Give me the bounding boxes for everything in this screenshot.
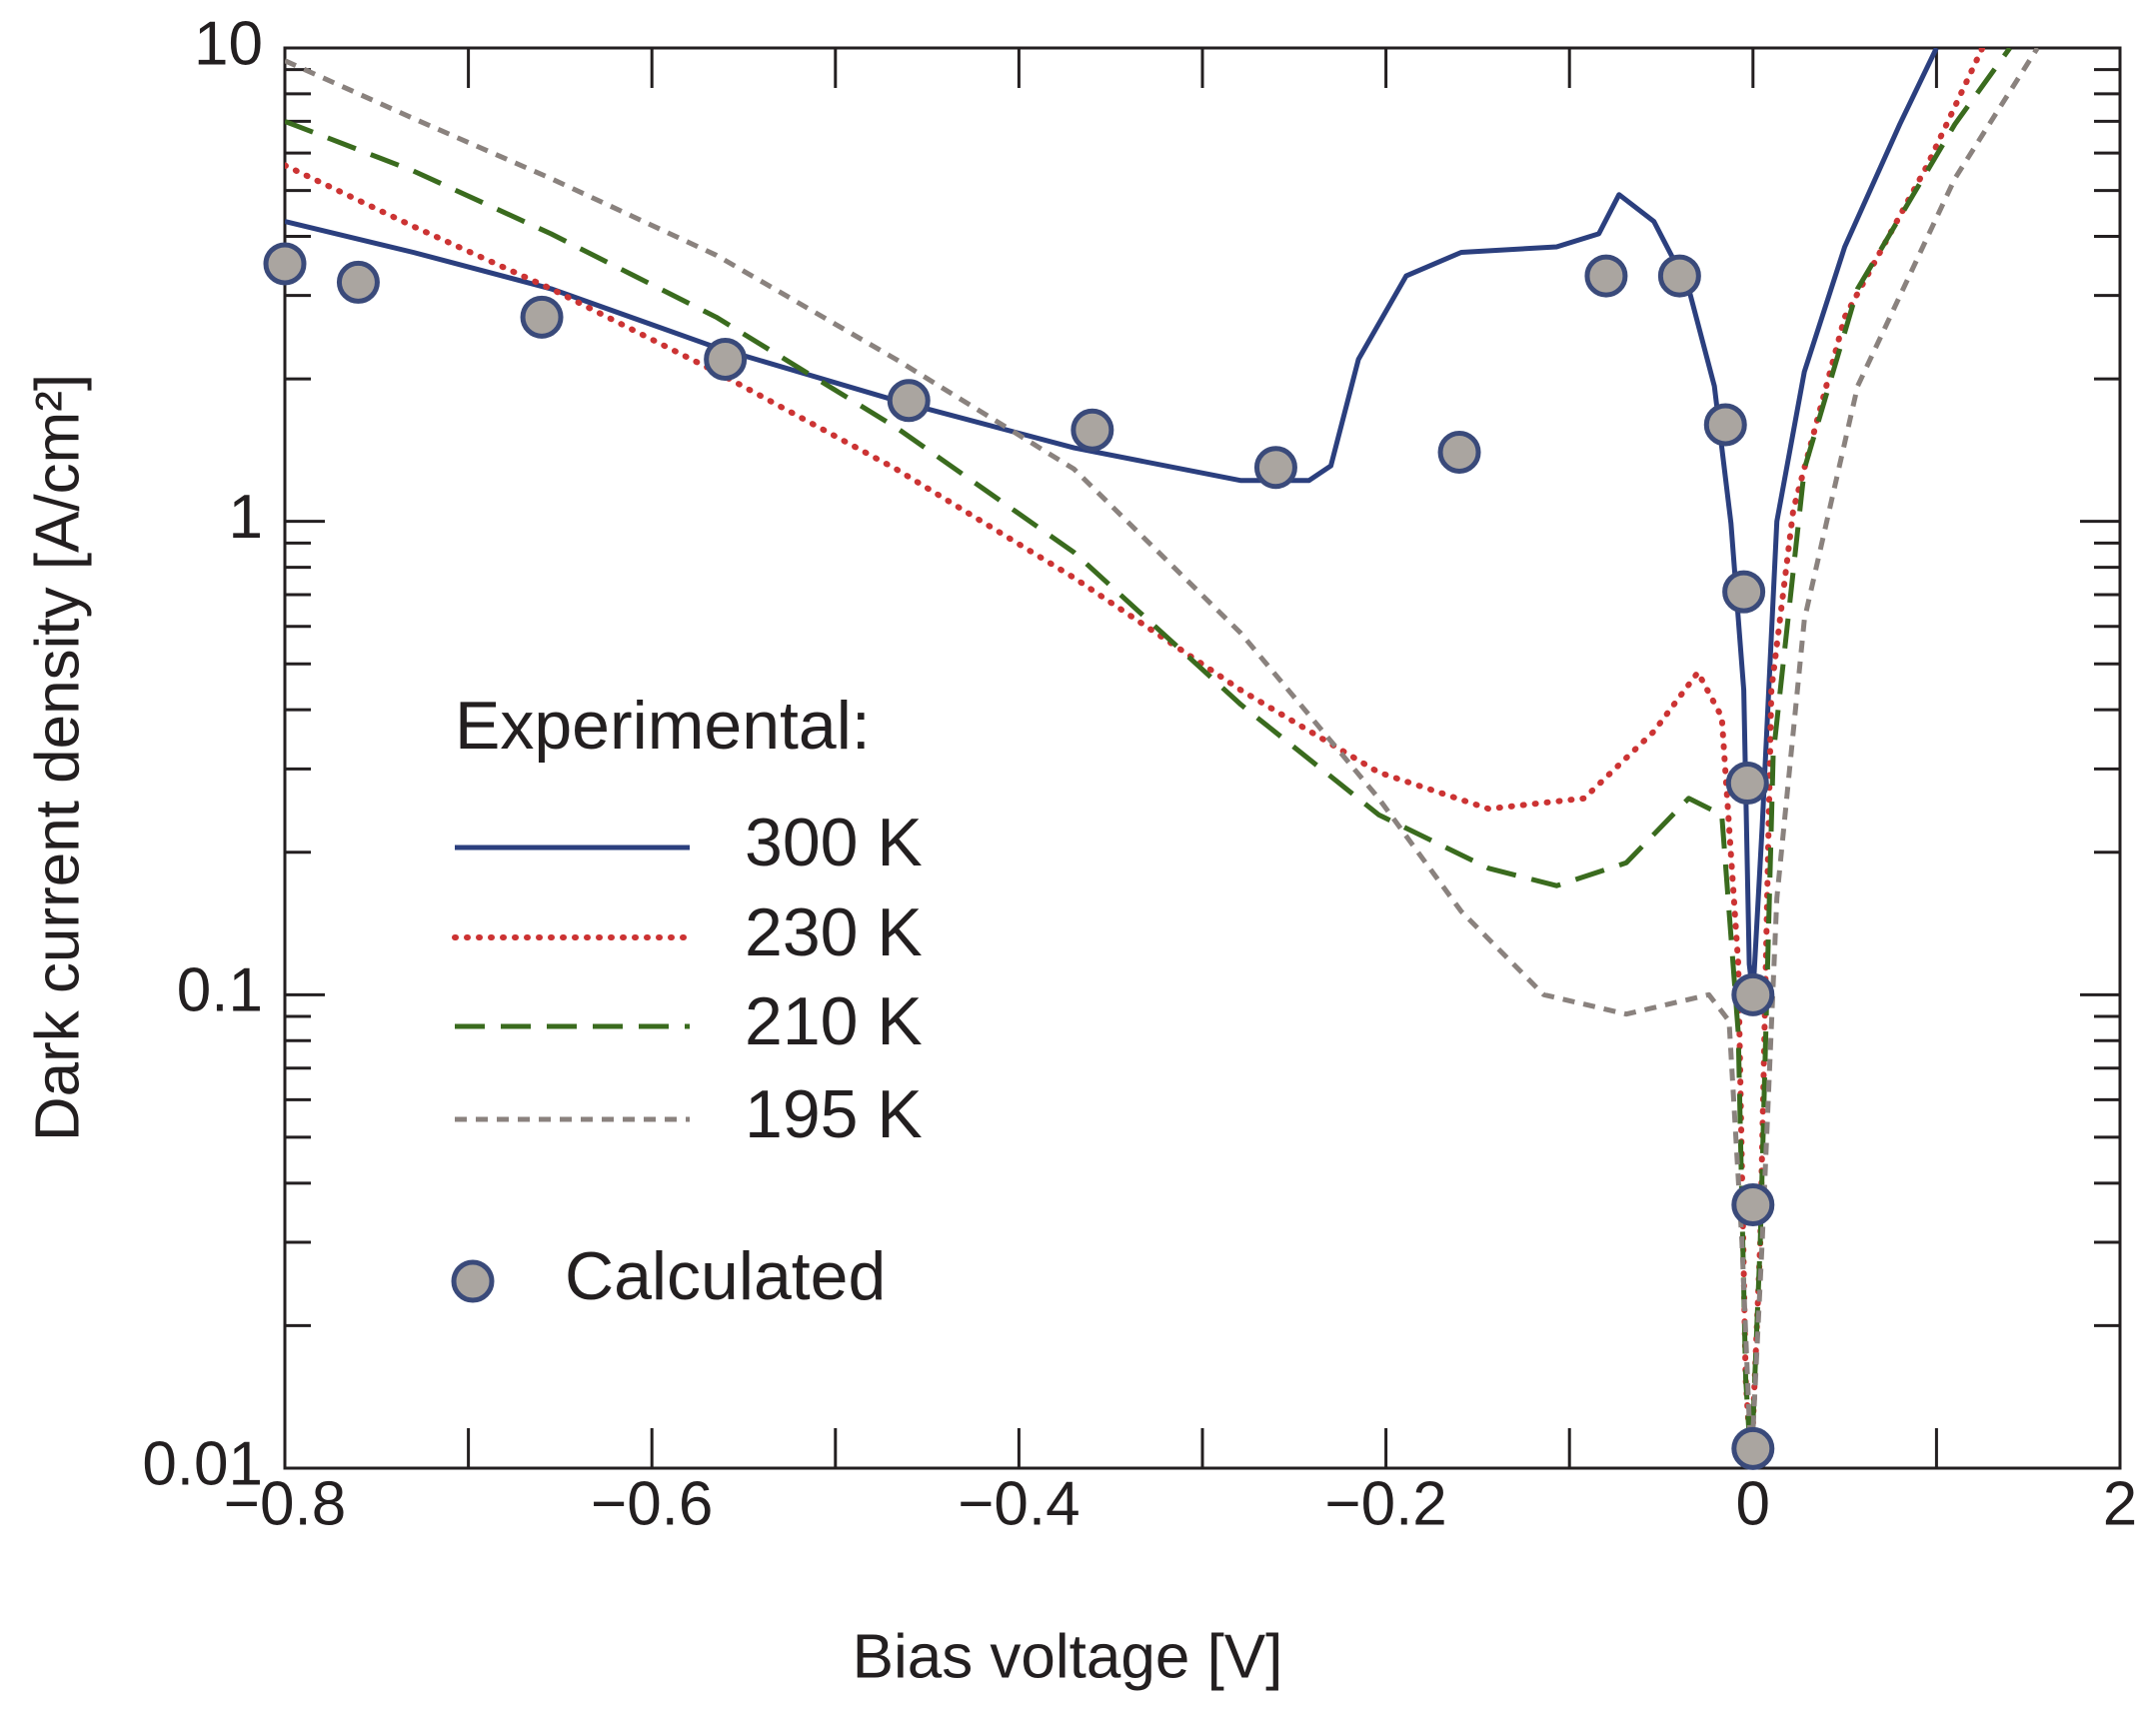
x-tick-label: −0.6: [591, 1469, 713, 1538]
lines: [285, 48, 2040, 1468]
data-point: [520, 295, 564, 339]
y-tick-label: 10: [194, 9, 263, 78]
data-point: [1253, 446, 1297, 490]
data-point: [1584, 254, 1628, 298]
points: [263, 242, 1775, 1470]
ticks: −0.8 −0.6 −0.4 −0.2 0 2 0.01 0.1 1 10: [142, 9, 2137, 1538]
x-tick-label: −0.8: [224, 1469, 346, 1538]
data-point: [1703, 403, 1747, 447]
legend-label: Calculated: [565, 1238, 886, 1314]
data-point: [1071, 408, 1114, 452]
y-tick-label: 0.01: [142, 1429, 263, 1498]
legend-label: 230 K: [745, 894, 923, 970]
series-line: [285, 48, 2012, 1468]
series-line: [285, 48, 2040, 1468]
x-axis-label: Bias voltage [V]: [853, 1622, 1283, 1691]
legend-label: 300 K: [745, 805, 923, 880]
x-tick-label: −0.2: [1324, 1469, 1446, 1538]
y-axis-label: Dark current density [A/cm²]: [23, 374, 92, 1141]
data-point: [704, 337, 748, 381]
x-tick-label: 0: [1736, 1469, 1770, 1538]
legend-label: 210 K: [745, 983, 923, 1059]
legend: Experimental: 300 K 230 K 210 K 195 K Calcul…: [451, 688, 923, 1314]
legend-marker: [451, 1259, 495, 1303]
data-point: [1731, 1182, 1775, 1226]
data-point: [1437, 430, 1481, 474]
x-tick-label: −0.4: [958, 1469, 1079, 1538]
data-point: [1722, 570, 1766, 614]
data-point: [1725, 762, 1769, 806]
data-point: [1731, 972, 1775, 1016]
data-point: [887, 379, 931, 423]
legend-title: Experimental:: [455, 688, 871, 764]
data-point: [1657, 254, 1701, 298]
x-tick-label: 2: [2103, 1469, 2137, 1538]
legend-label: 195 K: [745, 1076, 923, 1152]
data-point: [1731, 1426, 1775, 1470]
data-point: [336, 260, 380, 304]
y-tick-label: 0.1: [177, 956, 263, 1025]
y-tick-label: 1: [229, 483, 263, 552]
series-line: [285, 48, 1986, 1468]
series-line: [285, 48, 1939, 997]
data-point: [263, 242, 307, 286]
